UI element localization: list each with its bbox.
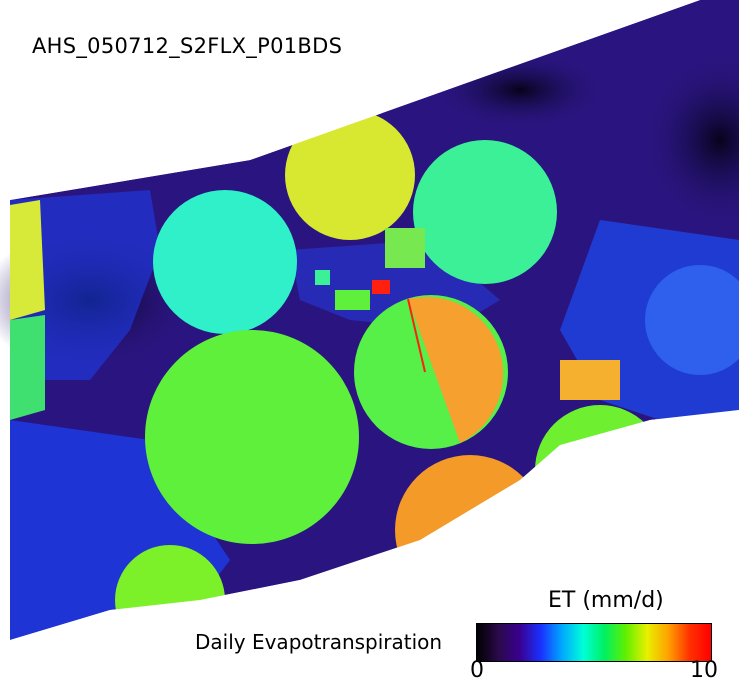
legend-title: ET (mm/d) xyxy=(548,588,664,613)
colorbar xyxy=(476,623,712,662)
pivot-field-5-half xyxy=(408,296,504,443)
small-field xyxy=(315,270,330,285)
no-data-region xyxy=(10,410,739,688)
pivot-field-2 xyxy=(413,140,557,284)
no-data-region xyxy=(0,0,700,200)
small-field xyxy=(372,280,390,294)
dark-patch xyxy=(640,50,739,230)
left-strip-field xyxy=(10,315,45,420)
map-subtitle: Daily Evapotranspiration xyxy=(195,630,443,654)
colorbar-max-label: 10 xyxy=(690,658,718,683)
small-field xyxy=(335,290,370,310)
image-title: AHS_050712_S2FLX_P01BDS xyxy=(32,34,343,58)
colorbar-min-label: 0 xyxy=(470,658,484,683)
blue-region xyxy=(10,190,160,380)
pivot-field-1 xyxy=(285,110,415,240)
blue-region xyxy=(645,265,739,375)
left-strip-field xyxy=(10,200,45,320)
small-field xyxy=(560,360,620,400)
pivot-field-5-edge xyxy=(407,298,426,373)
pivot-field-3 xyxy=(153,190,297,334)
pivot-field-4 xyxy=(145,330,359,544)
small-field xyxy=(385,228,425,268)
